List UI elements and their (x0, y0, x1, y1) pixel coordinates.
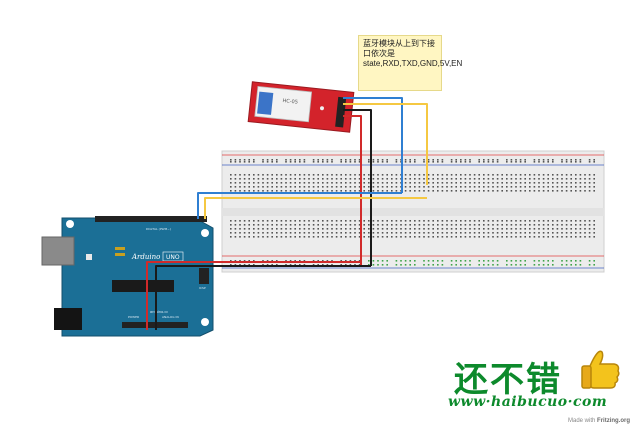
power-label: POWER (128, 315, 139, 319)
mount-hole-1 (66, 220, 74, 228)
arduino-brand: Arduino (131, 253, 160, 261)
led-l (115, 247, 125, 250)
icsp-label: ICSP (199, 286, 206, 290)
wire-5v-red (343, 115, 362, 266)
digital-header (95, 216, 207, 222)
watermark: 还不错 www·haibucuo·com (448, 350, 638, 414)
credit-tool: Fritzing.org (597, 418, 631, 424)
wire-txd-yellow (343, 103, 428, 185)
annotation-line1: 蓝牙模块从上到下接口依次是 (363, 39, 435, 58)
wire-gnd-black (343, 109, 372, 266)
icsp-header (199, 268, 209, 284)
wire-rxd-blue (343, 97, 403, 193)
watermark-url: www·haibucuo·com (448, 394, 608, 410)
analog-label: ANALOG IN (162, 315, 179, 319)
bt-led (319, 106, 324, 111)
annotation-note: 蓝牙模块从上到下接口依次是 state,RXD,TXD,GND,5V,EN (358, 35, 463, 91)
led-tx (115, 253, 125, 256)
power-jack (54, 308, 82, 330)
credit-prefix: Made with (568, 418, 596, 424)
reset-button (86, 254, 92, 260)
annotation-line2: state,RXD,TXD,GND,5V,EN (363, 59, 463, 68)
wires (146, 97, 428, 330)
mount-hole-3 (201, 318, 209, 326)
digital-label: DIGITAL (PWM~) (146, 227, 171, 231)
wire-black-to-arduino (155, 265, 371, 330)
wire-yellow-to-arduino (204, 197, 427, 219)
mount-hole-2 (201, 229, 209, 237)
thumbs-up-icon (581, 350, 620, 389)
bt-module-label: HC-05 (282, 98, 298, 106)
breadboard-center-channel (222, 208, 604, 216)
bt-antenna-trace (257, 91, 274, 115)
arduino-board: Arduino UNO arduino.cc POWER ANALOG IN D… (41, 216, 214, 337)
fritzing-credit: Made with Fritzing.org (568, 418, 630, 424)
bluetooth-module: HC-05 (247, 81, 355, 133)
wire-blue-to-arduino (197, 192, 402, 219)
arduino-model: UNO (166, 254, 180, 261)
microcontroller-chip (112, 280, 174, 292)
arduino-site: arduino.cc (150, 310, 168, 314)
usb-connector (41, 236, 75, 266)
watermark-title: 还不错 (454, 360, 562, 400)
wire-red-to-arduino (146, 261, 361, 330)
breadboard (221, 150, 605, 273)
